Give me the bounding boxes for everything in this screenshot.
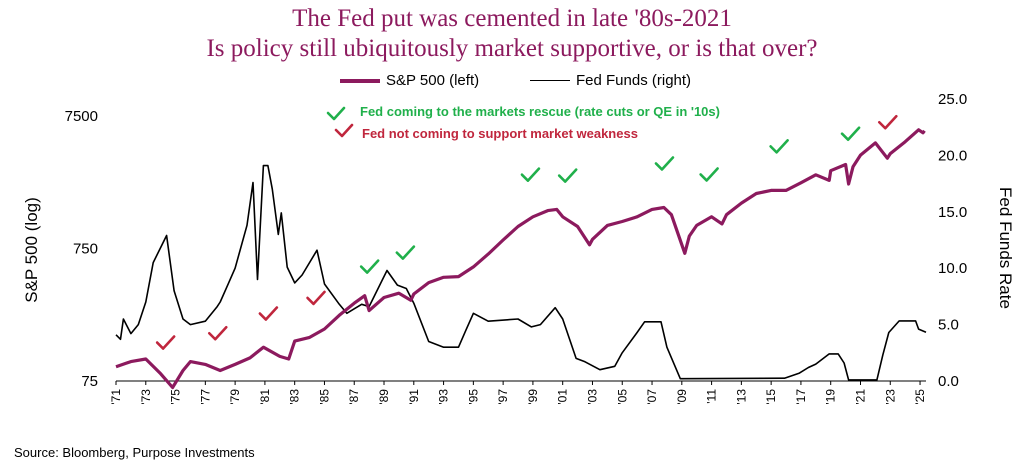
y-left-tick-label: 7500 [65, 108, 98, 125]
green-check-icon [654, 156, 675, 171]
x-tick-label: '03 [585, 389, 599, 405]
sp500-line [115, 128, 926, 390]
x-tick-label: '97 [496, 389, 510, 405]
x-tick-label: '71 [109, 389, 123, 405]
y-right-tick-label: 0.0 [938, 373, 959, 390]
x-tick-label: '93 [437, 389, 451, 405]
red-check-icon [306, 290, 326, 306]
green-check-icon [359, 259, 380, 274]
y-right-tick-label: 20.0 [938, 147, 967, 164]
x-tick-label: '15 [764, 389, 778, 405]
y-right-tick-label: 10.0 [938, 260, 967, 277]
fed-funds-line [115, 164, 927, 381]
green-check-icon [395, 245, 416, 260]
green-check-icon [699, 167, 719, 182]
green-check-icon [557, 168, 578, 183]
x-tick-label: '77 [198, 389, 212, 405]
legend-sp500: S&P 500 (left) [340, 72, 479, 89]
red-check-icon [155, 335, 176, 350]
y-right-tick-label: 15.0 [938, 204, 967, 221]
x-tick-label: '99 [526, 389, 540, 405]
legend-sp500-label: S&P 500 (left) [386, 72, 480, 89]
annotation-legend: Fed coming to the markets rescue (rate c… [326, 104, 720, 141]
legend-fedfunds-swatch [530, 80, 570, 81]
y-right-tick-label: 25.0 [938, 91, 967, 108]
x-tick-label: '07 [645, 389, 659, 405]
y-left-tick-label: 75 [81, 373, 98, 390]
source-note: Source: Bloomberg, Purpose Investments [14, 445, 255, 460]
y-right-tick-label: 5.0 [938, 317, 959, 334]
x-tick-label: '01 [556, 389, 570, 405]
x-tick-label: '87 [347, 389, 361, 405]
x-tick-label: '17 [794, 389, 808, 405]
legend-fedfunds-label: Fed Funds (right) [576, 72, 692, 89]
x-tick-label: '21 [853, 389, 867, 405]
y-left-axis-title: S&P 500 (log) [22, 197, 41, 303]
x-tick-label: '83 [288, 389, 302, 405]
x-tick-label: '91 [407, 389, 421, 405]
green-check-icon [326, 106, 346, 121]
x-tick-label: '05 [615, 389, 629, 405]
x-tick-label: '11 [705, 389, 719, 404]
legend-fedfunds: Fed Funds (right) [530, 72, 691, 89]
red-check-icon [207, 325, 228, 341]
chart-title: The Fed put was cemented in late '80s-20… [292, 5, 732, 32]
x-tick-label: '13 [734, 389, 748, 405]
red-check-icon [334, 123, 354, 138]
x-tick-label: '09 [675, 389, 689, 405]
annotation-no-support-label: Fed not coming to support market weaknes… [362, 126, 638, 141]
x-tick-label: '23 [883, 389, 897, 405]
chart-subtitle: Is policy still ubiquitously market supp… [206, 35, 818, 62]
x-tick-label: '95 [466, 389, 480, 405]
red-check-icon [877, 114, 898, 130]
y-left-tick-label: 750 [73, 241, 98, 258]
annotation-rescue-label: Fed coming to the markets rescue (rate c… [360, 104, 720, 119]
x-tick-label: '75 [169, 389, 183, 405]
x-tick-label: '73 [139, 389, 153, 405]
x-tick-label: '85 [317, 389, 331, 405]
x-tick-label: '81 [258, 389, 272, 405]
x-tick-label: '89 [377, 389, 391, 405]
green-check-icon [840, 126, 861, 142]
green-check-icon [520, 167, 541, 182]
legend-sp500-swatch [340, 78, 380, 83]
x-tick-label: '25 [913, 389, 927, 405]
red-check-icon [258, 306, 279, 321]
x-tick-label: '19 [824, 389, 838, 405]
x-tick-label: '79 [228, 389, 242, 405]
y-right-axis-title: Fed Funds Rate [996, 187, 1015, 309]
green-check-icon [769, 139, 789, 154]
